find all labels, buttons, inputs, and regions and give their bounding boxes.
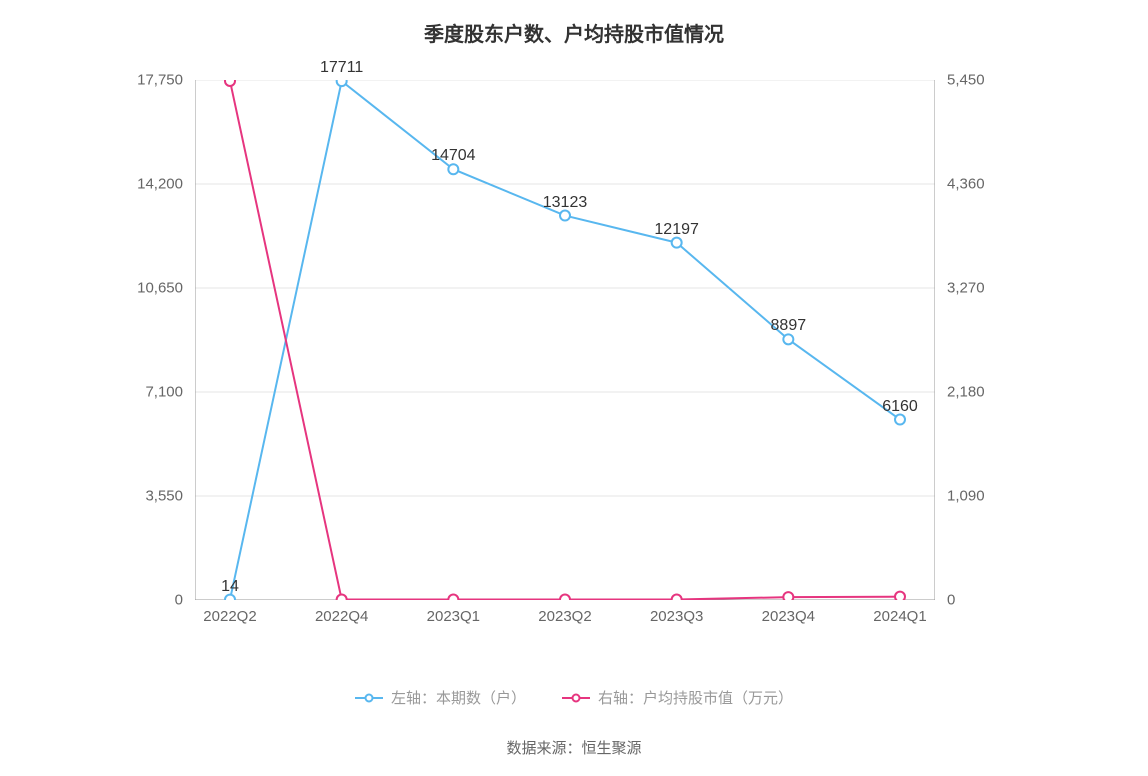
y-right-tick-label: 5,450 <box>947 72 985 89</box>
y-left-tick-label: 17,750 <box>137 72 183 89</box>
legend-marker-icon <box>355 692 383 704</box>
legend-marker-icon <box>562 692 590 704</box>
y-right-tick-label: 2,180 <box>947 384 985 401</box>
legend-item[interactable]: 左轴：本期数（户） <box>355 687 526 708</box>
y-left-tick-label: 3,550 <box>145 488 183 505</box>
y-left-tick-label: 0 <box>175 592 183 609</box>
x-tick-label: 2024Q1 <box>873 608 926 625</box>
x-tick-label: 2023Q4 <box>762 608 815 625</box>
data-point-label: 17711 <box>320 59 363 77</box>
y-left-tick-label: 10,650 <box>137 280 183 297</box>
x-tick-label: 2022Q4 <box>315 608 368 625</box>
data-source: 数据来源：恒生聚源 <box>0 737 1148 758</box>
data-point-label: 13123 <box>543 194 588 212</box>
x-tick-label: 2023Q1 <box>427 608 480 625</box>
data-point-label: 14704 <box>431 147 476 165</box>
data-point-label: 6160 <box>882 398 918 416</box>
data-point-label: 14 <box>221 578 239 596</box>
data-point-label: 8897 <box>771 317 807 335</box>
y-right-tick-label: 3,270 <box>947 280 985 297</box>
x-tick-label: 2023Q2 <box>538 608 591 625</box>
y-left-tick-label: 7,100 <box>145 384 183 401</box>
y-right-tick-label: 4,360 <box>947 176 985 193</box>
legend-item[interactable]: 右轴：户均持股市值（万元） <box>562 687 793 708</box>
y-right-tick-label: 1,090 <box>947 488 985 505</box>
chart-plot-area: 03,5507,10010,65014,20017,75001,0902,180… <box>195 80 935 600</box>
legend-label: 左轴：本期数（户） <box>391 687 526 708</box>
legend-label: 右轴：户均持股市值（万元） <box>598 687 793 708</box>
x-tick-label: 2023Q3 <box>650 608 703 625</box>
y-left-tick-label: 14,200 <box>137 176 183 193</box>
data-point-label: 12197 <box>654 221 699 239</box>
legend: 左轴：本期数（户） 右轴：户均持股市值（万元） <box>0 687 1148 708</box>
chart-svg <box>195 80 935 600</box>
y-right-tick-label: 0 <box>947 592 955 609</box>
chart-title: 季度股东户数、户均持股市值情况 <box>0 0 1148 47</box>
x-tick-label: 2022Q2 <box>203 608 256 625</box>
